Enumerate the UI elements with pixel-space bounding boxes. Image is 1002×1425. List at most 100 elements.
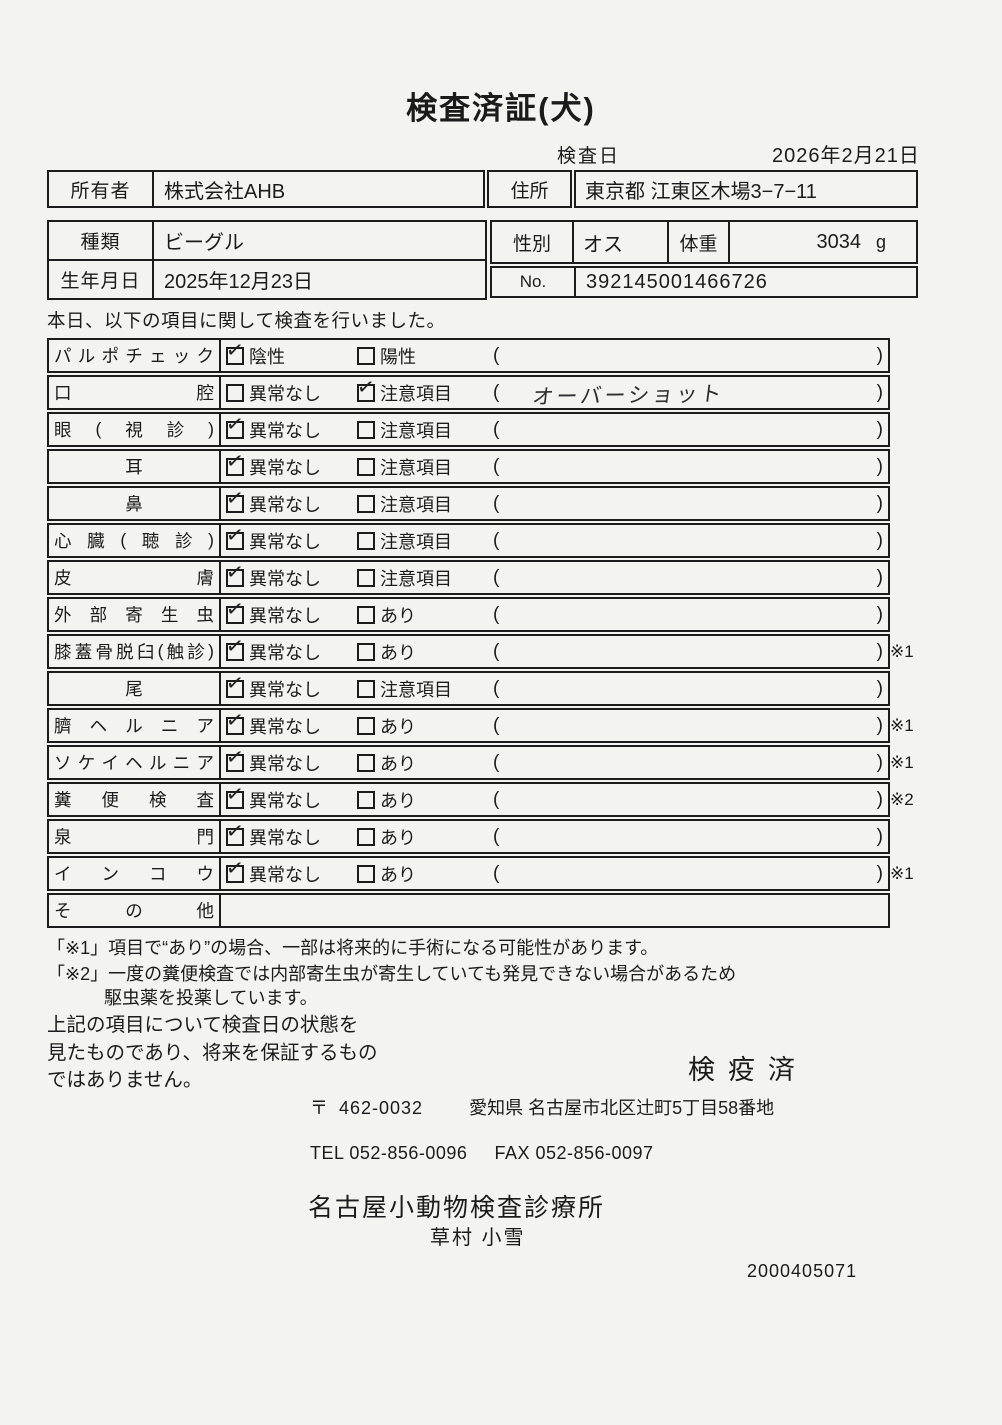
handwritten-finding: [533, 834, 877, 840]
paren-zone: ( ): [493, 641, 888, 663]
clinic-address: 愛知県 名古屋市北区辻町5丁目58番地: [469, 1098, 775, 1118]
paren-open: (: [493, 640, 500, 662]
exam-item-label: インコウ: [49, 858, 221, 889]
exam-item-label: ソケイヘルニア: [49, 747, 221, 778]
paren-open: (: [493, 714, 500, 736]
checkbox-option: 注意項目: [357, 454, 493, 480]
option-label: あり: [380, 864, 416, 885]
check-mark-icon: ✓: [224, 744, 246, 770]
options-zone: ✓ 異常なし あり: [224, 855, 493, 887]
checkbox-icon: [357, 457, 375, 476]
check-mark-icon: ✓: [224, 781, 246, 807]
option-label: 異常なし: [249, 753, 321, 774]
exam-row-content: ✓ 異常なし あり ( ): [221, 855, 888, 889]
checkbox-icon: [357, 827, 375, 846]
footnote-marker: ※1: [890, 642, 914, 661]
option-label: 異常なし: [249, 642, 321, 663]
paren-close: ): [876, 455, 883, 477]
paren-close: ): [876, 825, 883, 847]
paren-close: ): [876, 751, 883, 773]
handwritten-finding: [533, 723, 877, 729]
quarantine-passed-text: 検疫済: [688, 1055, 808, 1085]
checkbox-option: ✓ 異常なし: [224, 411, 357, 443]
checkbox-icon: ✓: [224, 337, 245, 365]
option-label: 注意項目: [380, 420, 452, 441]
option-label: 異常なし: [249, 827, 321, 848]
options-zone: ✓ 異常なし 注意項目: [224, 559, 493, 591]
paren-close: ): [876, 714, 883, 736]
exam-item-label: 鼻: [49, 488, 221, 519]
checkbox-icon: [357, 790, 375, 809]
no-label: No.: [492, 268, 576, 296]
option-label: 異常なし: [249, 716, 321, 737]
check-mark-icon: ✓: [224, 670, 246, 696]
checkbox-icon: [357, 531, 375, 550]
exam-row-content: ✓ 異常なし 注意項目 ( ): [221, 448, 888, 482]
exam-row-content: ✓ 異常なし 注意項目 ( ): [221, 522, 888, 556]
exam-item-label: 皮膚: [49, 562, 221, 593]
paren-zone: ( ): [493, 419, 888, 441]
handwritten-finding: [533, 464, 877, 470]
checkbox-icon: ✓: [224, 411, 245, 439]
exam-table-row: 口腔 異常なし ✓ 注意項目 ( オーバーショット ): [47, 374, 890, 410]
exam-item-label: その他: [49, 895, 221, 926]
paren-open: (: [493, 603, 500, 625]
checkbox-option: ✓ 異常なし: [224, 633, 357, 665]
paren-close: ): [876, 418, 883, 440]
exam-item-label: 尾: [49, 673, 221, 704]
checkbox-icon: ✓: [224, 855, 245, 883]
checkbox-icon: ✓: [224, 448, 245, 476]
handwritten-finding: [533, 575, 877, 581]
breed-row: 種類 ビーグル: [49, 222, 485, 261]
exam-date-label: 検査日: [557, 146, 621, 167]
exam-row-content: ✓ 異常なし あり ( ): [221, 744, 888, 778]
weight-number: 3034: [816, 230, 861, 253]
serial-number: 2000405071: [747, 1261, 858, 1281]
option-label: 注意項目: [380, 494, 452, 515]
paren-open: (: [493, 677, 500, 699]
checkbox-icon: ✓: [224, 596, 245, 624]
options-zone: ✓ 異常なし 注意項目: [224, 411, 493, 443]
page-title: 検査済証(犬): [406, 91, 596, 126]
breed-label: 種類: [49, 222, 154, 259]
exam-table-row: 眼(視診) ✓ 異常なし 注意項目 ( ): [47, 411, 890, 447]
checkbox-icon: [357, 346, 375, 365]
option-label: 注意項目: [380, 531, 452, 552]
options-zone: ✓ 陰性 陽性: [224, 337, 493, 369]
exam-table-row: 臍ヘルニア ✓ 異常なし あり ( ) ※1: [47, 707, 914, 743]
exam-table-row: 皮膚 ✓ 異常なし 注意項目 ( ): [47, 559, 890, 595]
weight-label: 体重: [669, 222, 730, 262]
checkbox-option: ✓ 異常なし: [224, 855, 357, 887]
footnote-marker: ※1: [890, 716, 914, 735]
checkbox-option: ✓ 異常なし: [224, 707, 357, 739]
checkbox-icon: ✓: [224, 559, 245, 587]
option-label: 陽性: [380, 346, 416, 367]
option-label: 異常なし: [249, 679, 321, 700]
exam-table-row: 尾 ✓ 異常なし 注意項目 ( ): [47, 670, 890, 706]
exam-row-content: ✓ 異常なし あり ( ): [221, 707, 888, 741]
exam-item-label: 臍ヘルニア: [49, 710, 221, 741]
exam-table-row: 糞便検査 ✓ 異常なし あり ( ) ※2: [47, 781, 914, 817]
paren-close: ): [876, 344, 883, 366]
exam-item-label: 耳: [49, 451, 221, 482]
option-label: 注意項目: [380, 383, 452, 404]
checkbox-icon: ✓: [355, 374, 376, 402]
checkbox-option: ✓ 異常なし: [224, 596, 357, 628]
handwritten-finding: [533, 686, 877, 692]
paren-open: (: [493, 788, 500, 810]
checkbox-option: 注意項目: [357, 417, 493, 443]
paren-close: ): [876, 566, 883, 588]
birth-value: 2025年12月23日: [164, 271, 313, 293]
footnote-1: 「※1」項目で“あり”の場合、一部は将来的に手術になる可能性があります。: [47, 938, 659, 958]
checkbox-option: あり: [357, 639, 493, 665]
check-mark-icon: ✓: [224, 818, 246, 844]
owner-value: 株式会社AHB: [164, 180, 286, 203]
exam-table-row: 外部寄生虫 ✓ 異常なし あり ( ): [47, 596, 890, 632]
checkbox-icon: ✓: [224, 633, 245, 661]
postal-mark-icon: 〒: [310, 1098, 328, 1118]
clinic-phone-row: TEL 052-856-0096 FAX 052-856-0097: [310, 1143, 654, 1164]
option-label: 異常なし: [249, 494, 321, 515]
paren-zone: ( ): [493, 456, 888, 478]
options-zone: ✓ 異常なし 注意項目: [224, 485, 493, 517]
handwritten-finding: [533, 760, 877, 766]
